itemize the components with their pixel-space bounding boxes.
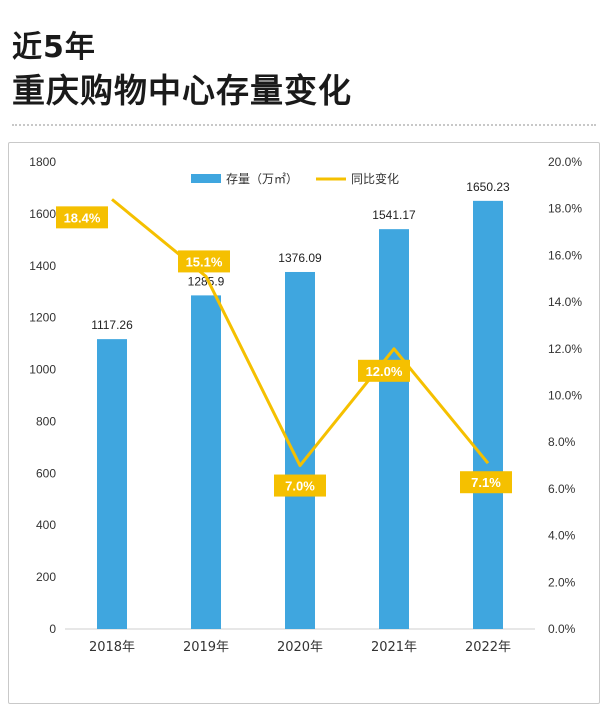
x-tick-label: 2021年 xyxy=(371,640,417,655)
title-divider xyxy=(12,124,596,126)
bar-4 xyxy=(379,229,409,629)
y-right-tick-label: 14.0% xyxy=(548,295,582,309)
y-left-tick-label: 400 xyxy=(36,518,56,532)
line-label-box xyxy=(358,359,410,382)
legend-bar-label: 存量（万㎡） xyxy=(226,172,298,186)
y-right-tick-label: 0.0% xyxy=(548,622,576,636)
legend-line-label: 同比变化 xyxy=(351,171,399,186)
y-right-tick-label: 2.0% xyxy=(548,575,576,589)
y-left-tick-label: 0 xyxy=(49,622,56,636)
line-value-label: 7.1% xyxy=(471,475,501,490)
line-value-label: 15.1% xyxy=(186,254,223,269)
y-left-tick-label: 800 xyxy=(36,414,56,428)
line-label-box xyxy=(274,474,326,497)
page-title-line1: 近5年 xyxy=(12,30,96,65)
y-right-tick-label: 12.0% xyxy=(548,342,582,356)
bar-value-label: 1117.26 xyxy=(91,318,133,332)
x-tick-label: 2019年 xyxy=(183,640,229,655)
x-tick-label: 2022年 xyxy=(465,640,511,655)
y-left-tick-label: 600 xyxy=(36,466,56,480)
y-right-tick-label: 16.0% xyxy=(548,248,582,262)
y-right-tick-label: 6.0% xyxy=(548,482,576,496)
bar-3 xyxy=(285,271,315,629)
bar-value-label: 1541.17 xyxy=(372,208,416,222)
y-left-tick-label: 1200 xyxy=(29,311,56,325)
legend-bar-swatch xyxy=(191,174,221,183)
y-left-tick-label: 1600 xyxy=(29,207,56,221)
y-left-tick-label: 1800 xyxy=(29,155,56,169)
bar-value-label: 1285.9 xyxy=(188,274,225,288)
bar-2 xyxy=(191,295,221,629)
y-right-tick-label: 20.0% xyxy=(548,155,582,169)
line-label-box xyxy=(460,471,512,494)
y-right-tick-label: 10.0% xyxy=(548,389,582,403)
bar-1 xyxy=(97,339,127,629)
y-left-tick-label: 200 xyxy=(36,570,56,584)
y-left-tick-label: 1000 xyxy=(29,363,56,377)
line-value-label: 7.0% xyxy=(285,479,315,494)
line-label-box xyxy=(56,206,108,229)
y-right-tick-label: 4.0% xyxy=(548,529,576,543)
line-label-box xyxy=(178,250,230,273)
bar-5 xyxy=(473,200,503,629)
line-value-label: 12.0% xyxy=(366,364,403,379)
y-right-tick-label: 18.0% xyxy=(548,202,582,216)
page-title-line2: 重庆购物中心存量变化 xyxy=(12,71,352,110)
y-left-tick-label: 1400 xyxy=(29,259,56,273)
x-tick-label: 2020年 xyxy=(277,640,323,655)
yoy-line xyxy=(111,198,490,468)
bar-value-label: 1376.09 xyxy=(278,251,322,265)
y-right-tick-label: 8.0% xyxy=(548,435,576,449)
x-tick-label: 2018年 xyxy=(89,640,135,655)
line-value-label: 18.4% xyxy=(64,210,101,225)
bar-value-label: 1650.23 xyxy=(466,180,510,194)
